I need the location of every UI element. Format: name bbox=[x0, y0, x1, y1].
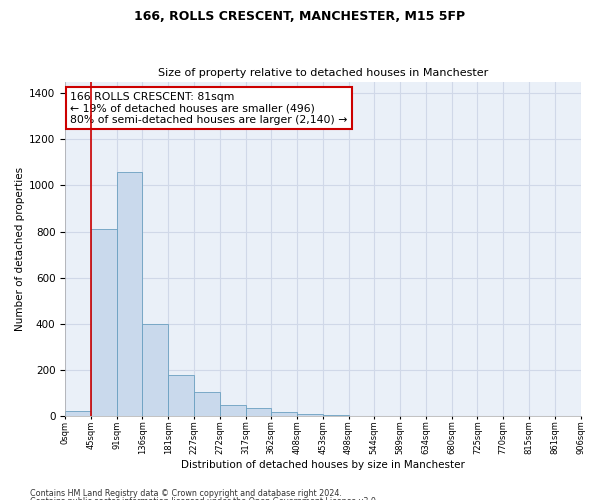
Text: 166 ROLLS CRESCENT: 81sqm
← 19% of detached houses are smaller (496)
80% of semi: 166 ROLLS CRESCENT: 81sqm ← 19% of detac… bbox=[70, 92, 347, 125]
Text: Contains public sector information licensed under the Open Government Licence v3: Contains public sector information licen… bbox=[30, 497, 379, 500]
Text: Contains HM Land Registry data © Crown copyright and database right 2024.: Contains HM Land Registry data © Crown c… bbox=[30, 488, 342, 498]
Title: Size of property relative to detached houses in Manchester: Size of property relative to detached ho… bbox=[158, 68, 488, 78]
Bar bbox=[142, 324, 168, 416]
Bar bbox=[297, 414, 323, 416]
Bar bbox=[116, 172, 142, 416]
Y-axis label: Number of detached properties: Number of detached properties bbox=[15, 167, 25, 331]
Bar bbox=[65, 410, 91, 416]
Bar bbox=[168, 375, 194, 416]
Bar bbox=[220, 405, 245, 416]
Bar bbox=[91, 230, 116, 416]
X-axis label: Distribution of detached houses by size in Manchester: Distribution of detached houses by size … bbox=[181, 460, 465, 470]
Text: 166, ROLLS CRESCENT, MANCHESTER, M15 5FP: 166, ROLLS CRESCENT, MANCHESTER, M15 5FP bbox=[134, 10, 466, 23]
Bar bbox=[271, 412, 297, 416]
Bar bbox=[323, 415, 349, 416]
Bar bbox=[194, 392, 220, 416]
Bar bbox=[245, 408, 271, 416]
